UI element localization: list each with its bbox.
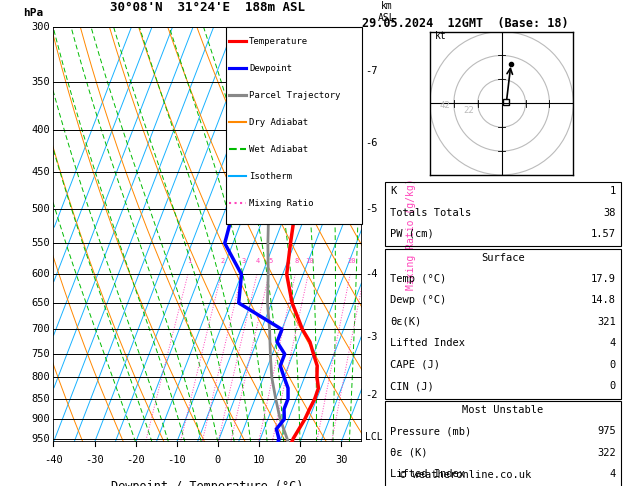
Text: 321: 321: [597, 317, 616, 327]
Text: Pressure (mb): Pressure (mb): [390, 426, 471, 436]
Text: Mixing Ratio (g/kg): Mixing Ratio (g/kg): [406, 179, 416, 290]
Text: Isotherm: Isotherm: [249, 172, 292, 181]
Text: -2: -2: [365, 390, 377, 399]
Text: 350: 350: [31, 77, 50, 87]
Text: 1: 1: [187, 258, 191, 264]
Text: Dewpoint / Temperature (°C): Dewpoint / Temperature (°C): [111, 480, 304, 486]
Text: Dewp (°C): Dewp (°C): [390, 295, 446, 306]
Text: Parcel Trajectory: Parcel Trajectory: [249, 91, 340, 100]
Text: -7: -7: [365, 67, 377, 76]
Text: Most Unstable: Most Unstable: [462, 405, 543, 415]
Text: Dry Adiabat: Dry Adiabat: [249, 118, 308, 127]
Text: 14.8: 14.8: [591, 295, 616, 306]
Text: K: K: [390, 186, 396, 196]
Text: 550: 550: [31, 238, 50, 248]
Text: 1.57: 1.57: [591, 229, 616, 239]
Text: Surface: Surface: [481, 253, 525, 263]
Text: Totals Totals: Totals Totals: [390, 208, 471, 218]
Text: -40: -40: [44, 455, 63, 465]
Text: 975: 975: [597, 426, 616, 436]
Text: -20: -20: [126, 455, 145, 465]
Text: 10: 10: [253, 455, 265, 465]
Text: 17.9: 17.9: [591, 274, 616, 284]
Text: 650: 650: [31, 298, 50, 308]
FancyBboxPatch shape: [226, 27, 362, 224]
Text: -4: -4: [365, 269, 377, 279]
Text: 8: 8: [294, 258, 299, 264]
Text: θε (K): θε (K): [390, 448, 428, 458]
Text: CAPE (J): CAPE (J): [390, 360, 440, 370]
Text: 42: 42: [440, 101, 450, 110]
Text: θε(K): θε(K): [390, 317, 421, 327]
Text: 900: 900: [31, 414, 50, 424]
Text: PW (cm): PW (cm): [390, 229, 434, 239]
Text: 4: 4: [610, 469, 616, 479]
Text: Lifted Index: Lifted Index: [390, 469, 465, 479]
Text: -10: -10: [167, 455, 186, 465]
Text: 0: 0: [610, 381, 616, 391]
Text: -3: -3: [365, 332, 377, 342]
Text: kt: kt: [435, 31, 447, 41]
Text: CIN (J): CIN (J): [390, 381, 434, 391]
Text: -5: -5: [365, 204, 377, 214]
Text: 20: 20: [347, 258, 355, 264]
Text: 0: 0: [610, 360, 616, 370]
Text: -30: -30: [85, 455, 104, 465]
Text: 500: 500: [31, 204, 50, 214]
Text: 322: 322: [597, 448, 616, 458]
Text: 38: 38: [603, 208, 616, 218]
Text: Lifted Index: Lifted Index: [390, 338, 465, 348]
Text: Temp (°C): Temp (°C): [390, 274, 446, 284]
Text: -6: -6: [365, 138, 377, 148]
Text: 29.05.2024  12GMT  (Base: 18): 29.05.2024 12GMT (Base: 18): [362, 17, 569, 30]
Text: Temperature: Temperature: [249, 37, 308, 46]
Text: 10: 10: [305, 258, 314, 264]
Text: LCL: LCL: [365, 433, 382, 442]
Text: 5: 5: [268, 258, 272, 264]
Text: 1: 1: [610, 186, 616, 196]
Text: 950: 950: [31, 434, 50, 444]
Text: 450: 450: [31, 167, 50, 176]
Text: 850: 850: [31, 394, 50, 404]
Text: 22: 22: [464, 106, 474, 115]
Text: 3: 3: [241, 258, 245, 264]
Text: 400: 400: [31, 124, 50, 135]
Text: 20: 20: [294, 455, 306, 465]
Text: 4: 4: [256, 258, 260, 264]
Text: Wet Adiabat: Wet Adiabat: [249, 145, 308, 154]
Text: 30°08'N  31°24'E  188m ASL: 30°08'N 31°24'E 188m ASL: [110, 1, 305, 14]
Text: 2: 2: [221, 258, 225, 264]
Text: 800: 800: [31, 372, 50, 382]
Text: Dewpoint: Dewpoint: [249, 64, 292, 73]
Text: 300: 300: [31, 22, 50, 32]
Text: 750: 750: [31, 349, 50, 359]
Text: 4: 4: [610, 338, 616, 348]
Text: km
ASL: km ASL: [377, 1, 395, 22]
Text: 0: 0: [214, 455, 221, 465]
Text: Mixing Ratio: Mixing Ratio: [249, 199, 314, 208]
Text: 700: 700: [31, 325, 50, 334]
Text: 30: 30: [335, 455, 347, 465]
Text: © weatheronline.co.uk: © weatheronline.co.uk: [400, 470, 531, 480]
Text: hPa: hPa: [23, 8, 43, 18]
Text: 600: 600: [31, 269, 50, 279]
